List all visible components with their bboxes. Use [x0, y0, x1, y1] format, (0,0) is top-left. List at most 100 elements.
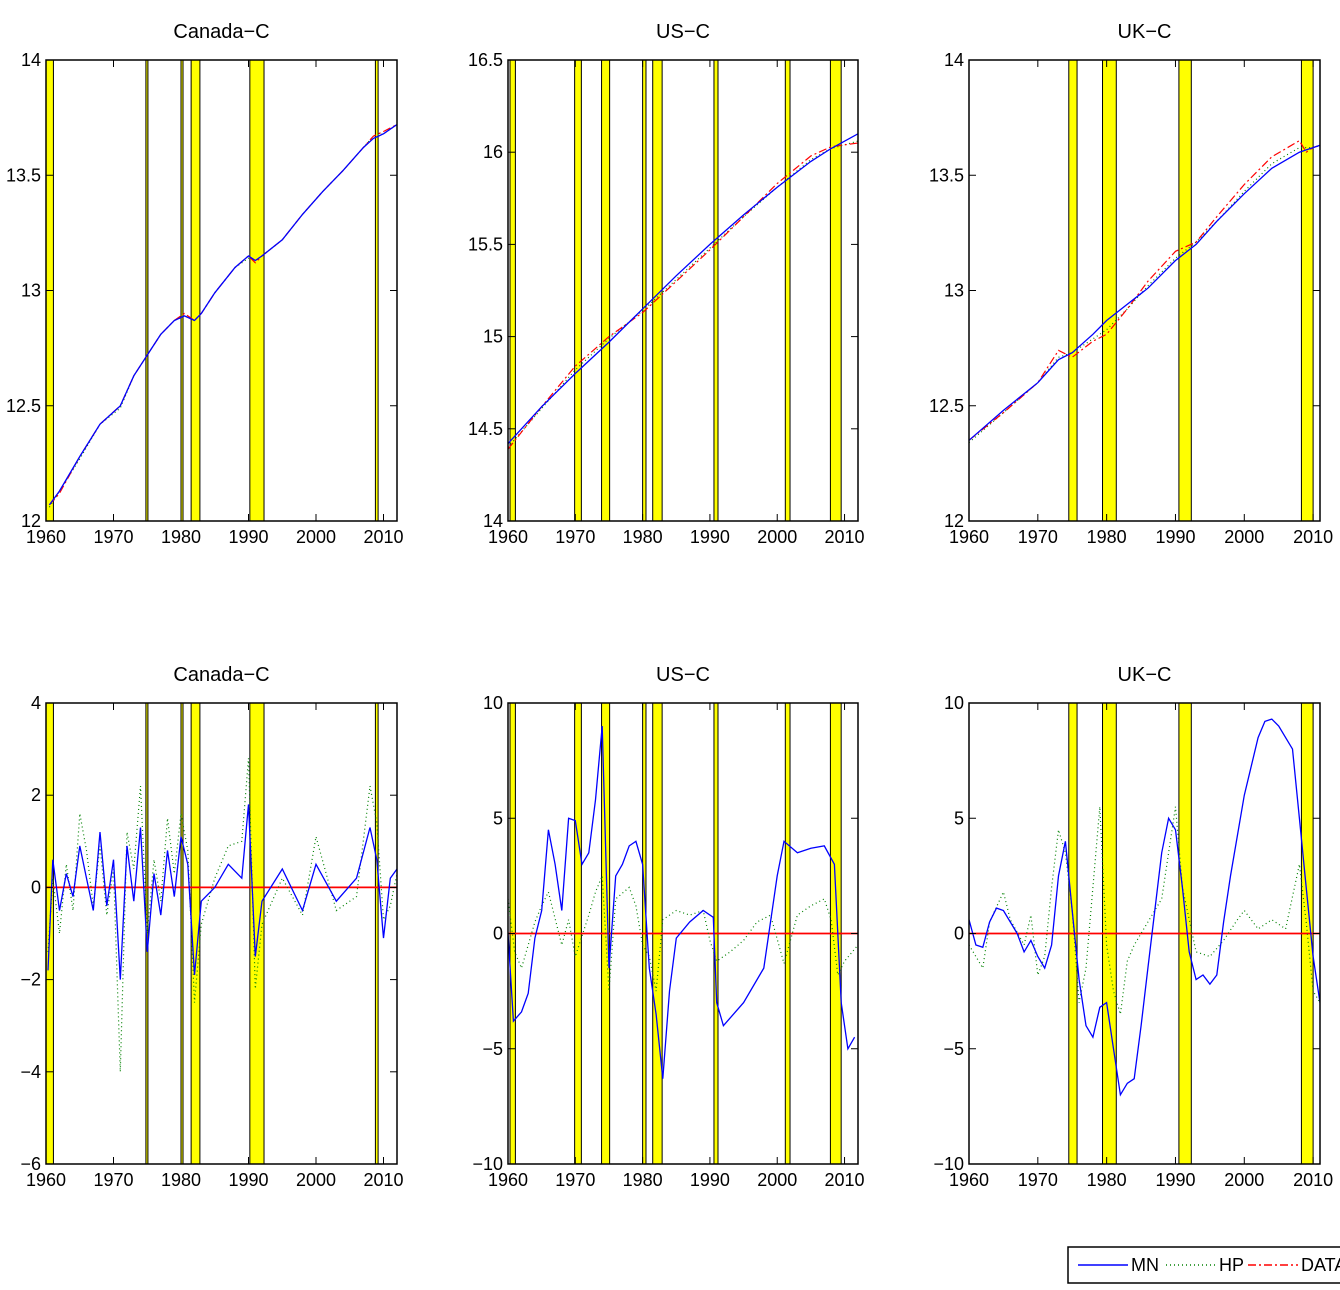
x-tick-label: 1970	[555, 1170, 595, 1190]
y-tick-label: 14	[483, 511, 503, 531]
y-tick-label: 15	[483, 327, 503, 347]
y-tick-label: 12	[21, 511, 41, 531]
y-tick-label: 13	[21, 281, 41, 301]
chart-title: UK−C	[1118, 664, 1172, 686]
x-tick-label: 1960	[488, 527, 528, 547]
y-tick-label: 14	[21, 50, 41, 70]
series-mn	[47, 804, 397, 980]
axes-frame	[45, 702, 398, 1165]
chart-title: UK−C	[1118, 21, 1172, 43]
recession-band	[374, 702, 379, 1165]
recession-band	[249, 59, 265, 522]
y-tick-label: 5	[493, 808, 503, 828]
series-hp	[48, 124, 397, 508]
series-mn	[969, 144, 1320, 441]
y-tick-label: −5	[943, 1039, 964, 1059]
chart-panel: 1960 1970 1980 1990 2000 2010 −10 −5 0 5 10 US−C	[472, 664, 864, 1190]
x-tick-label: 1980	[161, 1170, 201, 1190]
y-tick-label: 5	[954, 808, 964, 828]
series-mn	[508, 133, 858, 445]
x-tick-label: 2010	[1293, 527, 1333, 547]
x-tick-label: 1980	[623, 527, 663, 547]
recession-band	[509, 59, 516, 522]
x-tick-label: 1970	[93, 527, 133, 547]
y-tick-label: 16.5	[468, 50, 503, 70]
y-tick-label: 13	[944, 281, 964, 301]
chart-panel: 1960 1970 1980 1990 2000 2010 12 12.5 13 13.5 14 UK…	[929, 21, 1333, 547]
y-tick-label: 10	[944, 693, 964, 713]
chart-panel: 1960 1970 1980 1990 2000 2010 −10 −5 0 5 10 UK−C	[933, 664, 1333, 1190]
y-tick-label: 16	[483, 142, 503, 162]
x-tick-label: 1990	[228, 1170, 268, 1190]
y-tick-label: −5	[482, 1039, 503, 1059]
x-tick-label: 2000	[296, 1170, 336, 1190]
x-tick-label: 1960	[949, 527, 989, 547]
x-tick-label: 1990	[690, 527, 730, 547]
y-tick-label: 12.5	[6, 396, 41, 416]
x-tick-label: 1980	[1087, 527, 1127, 547]
series-hp	[969, 144, 1320, 444]
chart-panel: 1960 1970 1980 1990 2000 2010 14 14.5 15 15.5 16 16…	[468, 21, 865, 547]
recession-band	[574, 59, 582, 522]
x-tick-label: 1990	[1155, 1170, 1195, 1190]
axes-frame	[45, 59, 398, 522]
x-tick-label: 1970	[555, 527, 595, 547]
x-tick-label: 2010	[825, 527, 865, 547]
series-data	[969, 139, 1320, 441]
recession-band	[145, 59, 149, 522]
legend-label-mn: MN	[1131, 1255, 1159, 1275]
x-tick-label: 1960	[949, 1170, 989, 1190]
y-tick-label: 13.5	[6, 165, 41, 185]
y-tick-label: 14	[944, 50, 964, 70]
series-mn	[969, 718, 1320, 1097]
recession-band	[784, 59, 791, 522]
recession-band	[1068, 59, 1078, 522]
chart-title: US−C	[656, 21, 710, 43]
y-tick-label: 12.5	[929, 396, 964, 416]
y-tick-label: 12	[944, 511, 964, 531]
chart-title: Canada−C	[173, 664, 269, 686]
chart-panel: 1960 1970 1980 1990 2000 2010 −6 −4 −2 0 2 4 Canada−…	[20, 664, 403, 1190]
y-tick-label: 15.5	[468, 234, 503, 254]
y-tick-label: −6	[20, 1154, 41, 1174]
series-data	[48, 123, 397, 506]
y-tick-label: 0	[954, 924, 964, 944]
chart-panel: 1960 1970 1980 1990 2000 2010 12 12.5 13 13.5 14 Ca…	[6, 21, 404, 547]
legend-label-hp: HP	[1219, 1255, 1244, 1275]
y-tick-label: 2	[31, 785, 41, 805]
x-tick-label: 2000	[757, 527, 797, 547]
series-mn	[508, 725, 856, 1079]
x-tick-label: 1990	[228, 527, 268, 547]
recession-band	[180, 59, 184, 522]
series-hp	[47, 758, 397, 1072]
x-tick-label: 1960	[488, 1170, 528, 1190]
x-tick-label: 2000	[296, 527, 336, 547]
y-tick-label: −10	[472, 1154, 503, 1174]
recession-band	[374, 59, 379, 522]
y-tick-label: −2	[20, 970, 41, 990]
x-tick-label: 1970	[93, 1170, 133, 1190]
legend-label-data: DATA	[1301, 1255, 1340, 1275]
x-tick-label: 1990	[690, 1170, 730, 1190]
series-hp	[508, 140, 858, 448]
x-tick-label: 1990	[1155, 527, 1195, 547]
recession-band	[1300, 59, 1314, 522]
chart-title: US−C	[656, 664, 710, 686]
x-tick-label: 2010	[363, 1170, 403, 1190]
y-tick-label: 0	[493, 924, 503, 944]
recession-band	[713, 59, 719, 522]
y-tick-label: 4	[31, 693, 41, 713]
recession-band	[249, 702, 265, 1165]
recession-band	[642, 59, 647, 522]
x-tick-label: 2000	[757, 1170, 797, 1190]
x-tick-label: 1970	[1018, 527, 1058, 547]
axes-frame	[507, 59, 859, 522]
x-tick-label: 1960	[26, 1170, 66, 1190]
y-tick-label: 10	[483, 693, 503, 713]
y-tick-label: −4	[20, 1062, 41, 1082]
x-tick-label: 1980	[623, 1170, 663, 1190]
x-tick-label: 2000	[1224, 527, 1264, 547]
recession-band	[1102, 59, 1117, 522]
x-tick-label: 2010	[363, 527, 403, 547]
